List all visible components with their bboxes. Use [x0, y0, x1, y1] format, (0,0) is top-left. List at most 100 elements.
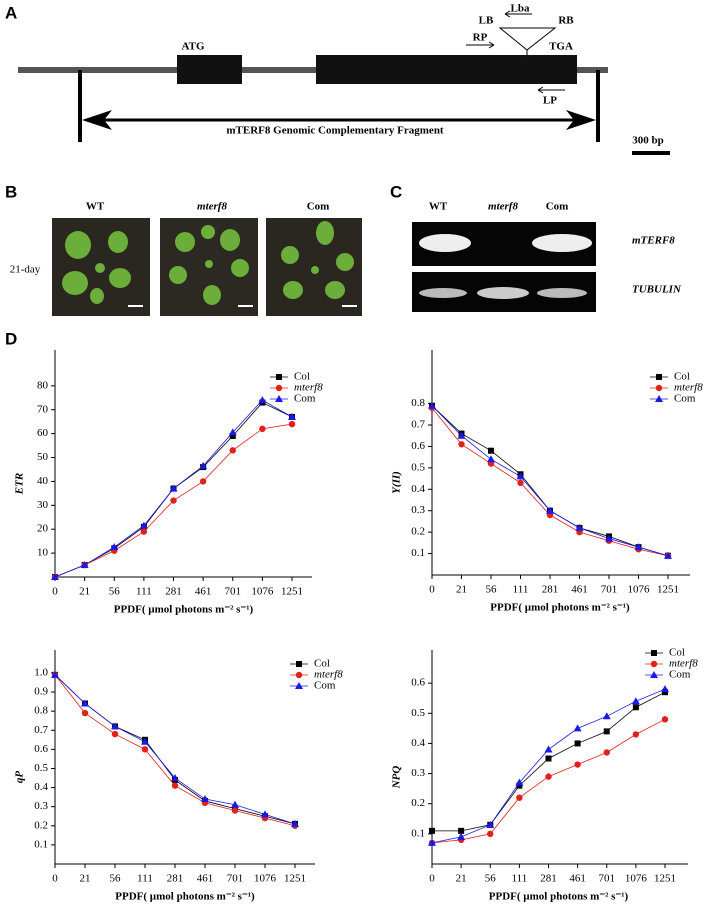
legend-label: Col [669, 647, 685, 659]
series-line [54, 674, 296, 825]
marker [170, 497, 177, 504]
panel-label: B [5, 182, 17, 201]
x-tick-label: 56 [109, 586, 121, 598]
marker [486, 820, 495, 828]
row-label: mTERF8 [632, 235, 675, 247]
marker [229, 433, 236, 440]
marker [634, 543, 643, 551]
marker [199, 461, 208, 469]
x-tick-label: 1251 [281, 586, 303, 598]
marker [574, 761, 581, 768]
x-tick-label: 0 [429, 584, 435, 596]
y-tick-label: 10 [37, 547, 49, 559]
primer-arrow [504, 10, 532, 18]
marker [81, 699, 89, 707]
legend-label: Com [314, 680, 336, 692]
series-line [54, 674, 296, 827]
primer-arrow [537, 86, 565, 94]
y-tick-label: 0.8 [411, 397, 425, 409]
marker [140, 528, 148, 535]
marker [516, 782, 523, 789]
marker [275, 395, 283, 402]
x-tick-label: 281 [165, 586, 182, 598]
plant-photo [52, 218, 150, 316]
x-tick-label: 281 [540, 873, 557, 885]
y-tick-label: 0.5 [34, 762, 48, 774]
marker [651, 650, 657, 656]
y-tick-label: 0.7 [34, 724, 48, 736]
series-line [432, 691, 666, 832]
x-tick-label: 1076 [254, 873, 277, 885]
y-tick-label: 70 [37, 403, 49, 415]
y-tick-label: 0.2 [34, 819, 48, 831]
marker [288, 420, 296, 428]
marker [575, 523, 584, 531]
plant-photo [160, 218, 258, 316]
legend-label: mterf8 [294, 382, 323, 394]
marker [458, 441, 465, 448]
x-tick-label: 21 [456, 584, 467, 596]
y-tick-label: 50 [37, 451, 49, 463]
x-tick-label: 1076 [251, 586, 274, 598]
series-line [431, 405, 669, 557]
panel-label: A [5, 3, 17, 22]
y-tick-label: 0.4 [34, 781, 48, 793]
legend-label: mterf8 [669, 658, 698, 670]
marker [546, 506, 554, 514]
marker [111, 730, 119, 738]
marker [488, 447, 494, 454]
marker [655, 384, 663, 392]
x-tick-label: 0 [52, 586, 58, 598]
marker [515, 778, 524, 786]
marker [605, 534, 613, 542]
gene-line [18, 67, 608, 73]
x-tick-label: 1251 [284, 873, 306, 885]
marker [516, 472, 525, 480]
y-tick-label: 0.3 [411, 504, 425, 516]
marker [545, 773, 552, 780]
legend-label: Com [294, 393, 316, 405]
series-line [431, 718, 666, 844]
marker [199, 478, 207, 485]
x-tick-label: 701 [601, 584, 618, 596]
x-tick-label: 21 [456, 873, 467, 885]
marker [632, 731, 640, 738]
scale-label: 300 bp [632, 135, 664, 147]
marker [275, 384, 283, 392]
x-axis-label: PPDF( µmol photons m⁻² s⁻¹) [490, 602, 630, 614]
marker [296, 661, 302, 667]
column-label: Com [546, 201, 569, 213]
y-tick-label: 0.4 [411, 483, 425, 495]
y-tick-label: 0.2 [411, 526, 425, 538]
x-axis-label: PPDF( µmol photons m⁻² s⁻¹) [115, 891, 255, 903]
marker [574, 740, 581, 747]
marker [661, 716, 669, 723]
column-label: mterf8 [197, 201, 227, 213]
marker [664, 551, 672, 559]
stop-codon: TGA [549, 41, 573, 53]
marker [662, 689, 668, 696]
y-tick-label: 0.3 [411, 767, 425, 779]
x-axis-label: PPDF( µmol photons m⁻² s⁻¹) [114, 604, 254, 616]
marker [110, 543, 119, 551]
legend-label: mterf8 [674, 382, 703, 394]
marker [603, 728, 610, 735]
y-tick-label: 30 [37, 499, 49, 511]
t-dna [498, 27, 557, 51]
marker [428, 401, 436, 409]
marker [516, 794, 523, 801]
y-tick-label: 0.1 [411, 827, 425, 839]
x-tick-label: 1076 [625, 873, 648, 885]
marker [650, 660, 658, 668]
marker [487, 830, 494, 838]
marker [458, 827, 465, 834]
marker [656, 374, 662, 380]
x-axis-label: PPDF( µmol photons m⁻² s⁻¹) [489, 891, 629, 903]
marker [487, 455, 495, 463]
y-tick-label: 0.8 [34, 705, 48, 717]
x-tick-label: 111 [136, 586, 152, 598]
x-tick-label: 0 [429, 873, 435, 885]
lp-label: LP [543, 95, 557, 107]
